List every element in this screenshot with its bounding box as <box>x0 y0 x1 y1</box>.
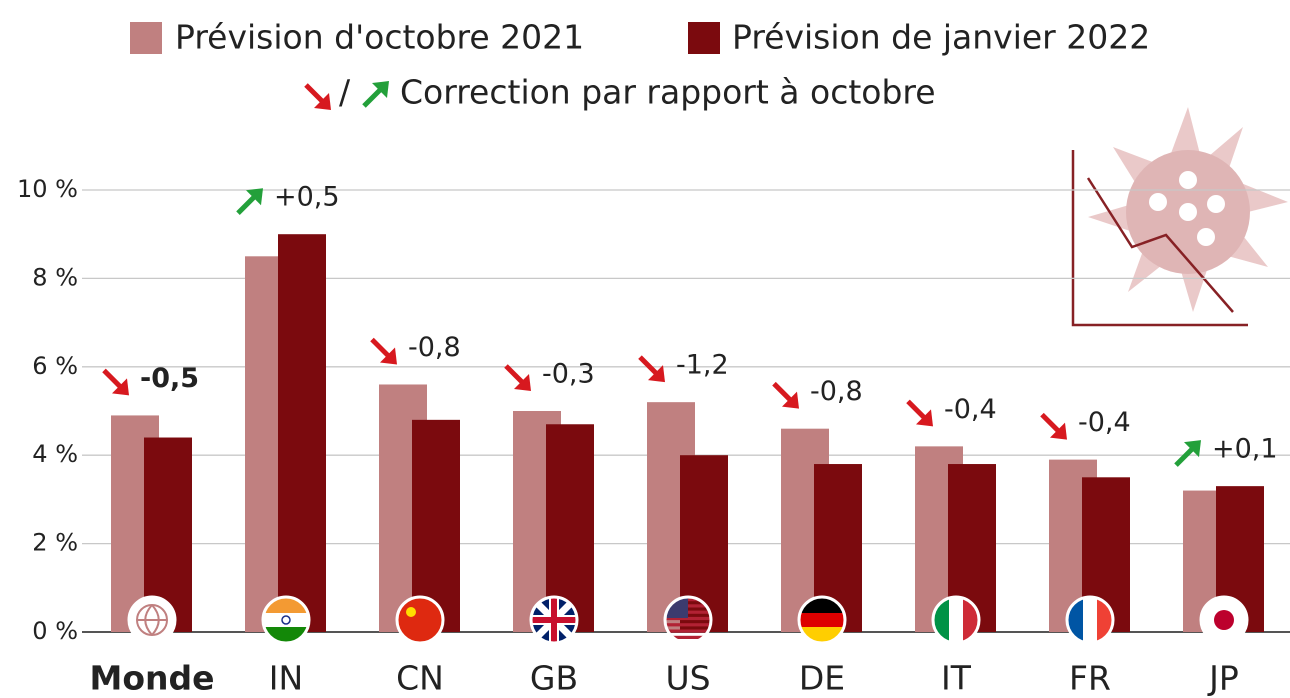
arrow-shaft <box>238 195 256 213</box>
x-tick-label: DE <box>799 659 845 698</box>
y-tick-label: 8 % <box>32 263 78 291</box>
correction-label: -0,5 <box>140 363 199 394</box>
y-tick-label: 4 % <box>32 440 78 468</box>
arrow-up <box>364 81 389 106</box>
arrow-shaft <box>506 366 524 384</box>
arrow-shaft <box>1042 415 1060 433</box>
arrow-up <box>238 188 263 213</box>
arrow-down <box>1042 415 1067 440</box>
x-tick-label: US <box>665 659 710 698</box>
correction-label: -0,3 <box>542 359 595 390</box>
virus-icon <box>1073 107 1288 325</box>
arrow-down <box>104 370 129 395</box>
flag-icon <box>665 597 711 643</box>
arrow-down <box>306 85 331 110</box>
arrow-down <box>908 401 933 426</box>
arrow-down <box>506 366 531 391</box>
arrow-shaft <box>372 339 390 357</box>
flag-part <box>264 627 308 642</box>
correction-label: -0,8 <box>810 376 863 407</box>
correction-label: -0,8 <box>408 332 461 363</box>
flag-part <box>666 630 710 633</box>
arrow-down <box>774 384 799 409</box>
flag-part <box>666 623 710 626</box>
x-tick-label: GB <box>530 659 578 698</box>
legend-swatch <box>130 22 162 54</box>
x-tick-label: Monde <box>89 659 214 698</box>
legend-label: Correction par rapport à octobre <box>400 73 936 112</box>
y-tick-label: 2 % <box>32 529 78 557</box>
legend-separator: / <box>339 73 351 112</box>
flag-part <box>800 613 844 627</box>
flag-part <box>1214 610 1234 630</box>
flag-icon <box>531 597 577 643</box>
correction-label: -1,2 <box>676 350 729 381</box>
legend-label: Prévision d'octobre 2021 <box>175 18 584 57</box>
arrow-shaft <box>1176 447 1194 465</box>
flag-icon <box>263 597 309 643</box>
legend-swatch <box>688 22 720 54</box>
flag-part <box>949 598 963 642</box>
flag-icon <box>933 597 979 643</box>
x-tick-label: CN <box>396 659 444 698</box>
arrow-up <box>1176 440 1201 465</box>
y-tick-label: 0 % <box>32 617 78 645</box>
chart: Prévision d'octobre 2021 Prévision de jan… <box>0 0 1290 698</box>
y-tick-label: 10 % <box>17 175 78 203</box>
arrow-shaft <box>306 85 324 103</box>
flag-part <box>264 613 308 627</box>
correction-label: +0,5 <box>274 182 340 213</box>
x-tick-label: JP <box>1207 659 1239 698</box>
arrow-down <box>640 357 665 382</box>
x-tick-label: FR <box>1069 659 1111 698</box>
flag-part <box>1083 598 1097 642</box>
flag-icon <box>1067 597 1113 643</box>
flag-part <box>800 627 844 642</box>
arrow-shaft <box>104 370 122 388</box>
y-tick-label: 6 % <box>32 352 78 380</box>
arrow-shaft <box>774 384 792 402</box>
x-tick-label: IT <box>941 659 972 698</box>
flag-part <box>406 607 416 617</box>
bar <box>278 234 326 632</box>
flag-icon <box>1201 597 1247 643</box>
correction-label: +0,1 <box>1212 434 1278 465</box>
arrow-shaft <box>364 88 382 106</box>
flag-icon <box>799 597 845 643</box>
arrow-down <box>372 339 397 364</box>
x-tick-label: IN <box>269 659 303 698</box>
legend-label: Prévision de janvier 2022 <box>732 18 1150 57</box>
arrow-shaft <box>908 401 926 419</box>
correction-label: -0,4 <box>944 394 997 425</box>
flag-icon <box>129 597 175 643</box>
flag-icon <box>397 597 443 643</box>
correction-label: -0,4 <box>1078 407 1131 438</box>
